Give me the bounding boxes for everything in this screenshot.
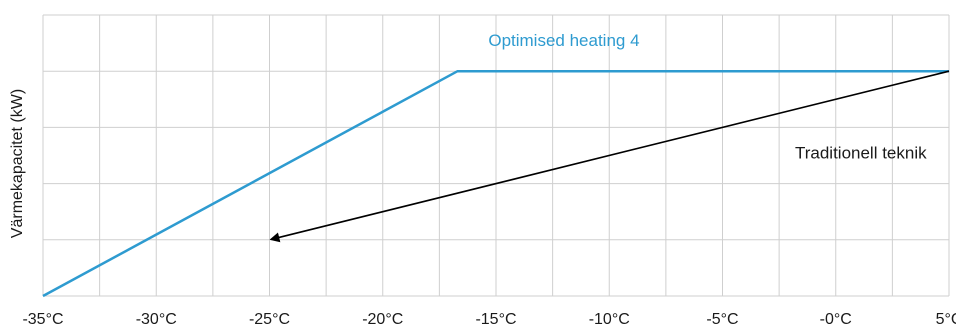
x-tick-label: -25°C [249, 311, 290, 328]
series-line-2 [269, 70, 950, 243]
x-tick-label: -5°C [706, 311, 738, 328]
series-line-1 [42, 69, 949, 298]
annotations: Optimised heating 4 Traditionell teknik [488, 31, 927, 162]
x-tick-label: -35°C [22, 311, 63, 328]
x-tick-labels: -35°C -30°C -25°C -20°C -15°C -10°C -5°C -0°C 5°… [22, 311, 956, 328]
x-tick-label: -10°C [589, 311, 630, 328]
x-tick-label: -30°C [136, 311, 177, 328]
x-tick-label: 5°C [936, 311, 956, 328]
x-tick-label: -0°C [820, 311, 852, 328]
series-annotation: Optimised heating 4 [488, 31, 639, 50]
x-tick-label: -20°C [362, 311, 403, 328]
y-axis-label: Värmekapacitet (kW) [9, 89, 26, 238]
x-tick-label: -15°C [475, 311, 516, 328]
series-lines [42, 69, 950, 298]
series-annotation: Traditionell teknik [795, 143, 927, 162]
